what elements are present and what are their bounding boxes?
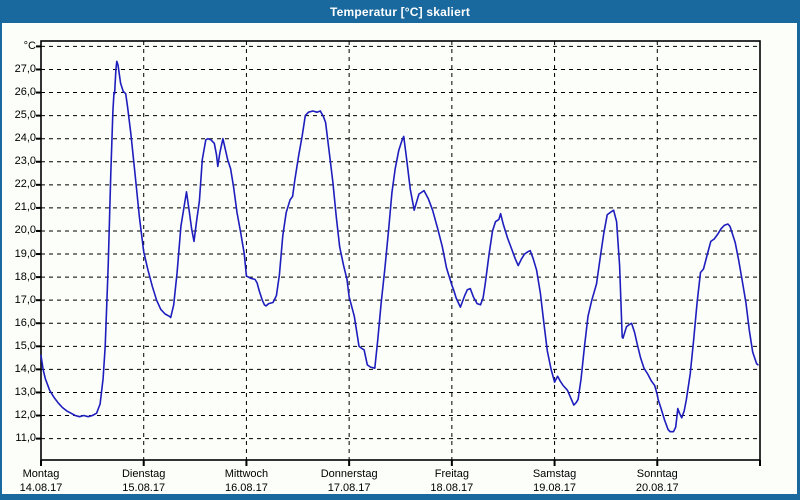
- x-axis-date-label: 17.08.17: [327, 482, 371, 494]
- y-axis-tick-label: 24,0: [14, 132, 36, 145]
- y-axis-tick-label: 19,0: [14, 247, 36, 260]
- x-axis-day-label: Sonntag: [636, 468, 678, 480]
- x-axis-date-label: 15.08.17: [122, 482, 166, 494]
- window-title: Temperatur [°C] skaliert: [329, 4, 471, 19]
- x-axis-date-label: 18.08.17: [430, 482, 474, 494]
- x-axis-day-label: Dienstag: [121, 468, 166, 480]
- x-axis-date-label: 16.08.17: [225, 482, 268, 494]
- y-axis-tick-label: 22,0: [14, 178, 36, 191]
- y-axis-tick-label: 27,0: [14, 62, 36, 75]
- title-bar[interactable]: Temperatur [°C] skaliert: [0, 0, 800, 23]
- y-axis-tick-label: 26,0: [14, 86, 36, 99]
- plot-border: [40, 40, 761, 461]
- x-axis-day-label: Samstag: [532, 468, 577, 480]
- chart-canvas: [36, 40, 761, 466]
- y-axis-tick-label: 14,0: [14, 362, 36, 375]
- x-axis-day-label: Mittwoch: [224, 468, 269, 480]
- temperature-line: [40, 60, 759, 433]
- x-axis-date-label: 14.08.17: [19, 482, 63, 494]
- y-axis-tick-label: 23,0: [14, 155, 36, 168]
- y-axis-tick-label: 21,0: [14, 201, 36, 214]
- y-axis-tick-label: 17,0: [14, 293, 36, 306]
- y-axis-tick-label: 18,0: [14, 270, 36, 283]
- x-axis-day-label: Montag: [22, 468, 60, 480]
- y-axis-unit-label: °C: [23, 39, 36, 52]
- y-axis-tick-label: 20,0: [14, 224, 36, 237]
- y-axis-tick-label: 25,0: [14, 109, 36, 122]
- y-axis-tick-label: 11,0: [15, 432, 36, 445]
- chart-panel: °C 27,0 26,0 25,0 24,0 23,0 22,0 21,0 20,0 19,0 18…: [2, 23, 797, 494]
- x-axis-day-label: Donnerstag: [320, 468, 378, 480]
- y-axis-tick-label: 15,0: [14, 339, 36, 352]
- x-axis-day-label: Freitag: [434, 468, 469, 480]
- y-axis-tick-label: 12,0: [14, 409, 36, 422]
- x-axis-date-label: 20.08.17: [635, 482, 679, 494]
- y-axis-tick-label: 13,0: [14, 385, 36, 398]
- x-axis-date-label: 19.08.17: [533, 482, 576, 494]
- y-axis-tick-label: 16,0: [14, 316, 36, 329]
